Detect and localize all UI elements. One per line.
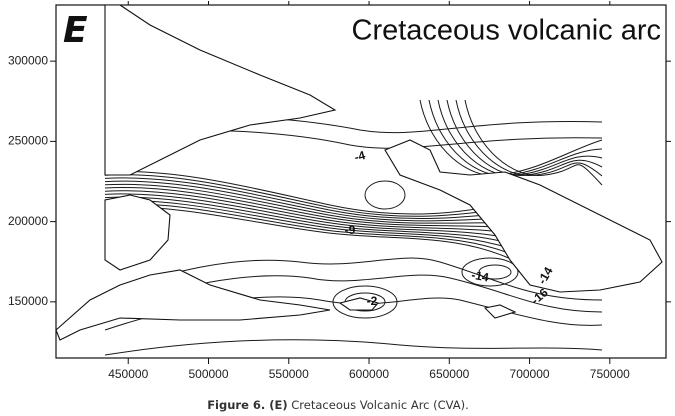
x-tick-label: 450000 <box>108 367 148 381</box>
y-tick-label: 150000 <box>8 294 48 308</box>
contour-line <box>364 180 406 210</box>
y-tick-label: 300000 <box>8 53 48 67</box>
contour-label: -4 <box>353 148 367 164</box>
contour-line <box>104 339 603 356</box>
caribbean-coast <box>104 194 171 271</box>
contour-line <box>464 99 603 186</box>
x-tick-label: 750000 <box>590 367 630 381</box>
map-title: Cretaceous volcanic arc <box>352 15 661 47</box>
x-tick-label: 650000 <box>429 367 469 381</box>
contour-line <box>478 264 512 280</box>
caption-text: Cretaceous Volcanic Arc (CVA). <box>291 398 469 412</box>
yucatan-south <box>55 269 331 341</box>
y-tick-label: 250000 <box>8 134 48 148</box>
panel-letter: E <box>63 10 88 51</box>
x-tick-label: 600000 <box>349 367 389 381</box>
cuba-hispaniola <box>384 139 663 293</box>
y-tick-label: 200000 <box>8 214 48 228</box>
contour-line <box>104 257 603 301</box>
contour-line <box>332 285 398 319</box>
florida-bahamas <box>104 4 337 176</box>
jamaica <box>338 297 379 311</box>
x-tick-label: 550000 <box>269 367 309 381</box>
coastlines <box>55 4 663 341</box>
contour-label: -9 <box>345 223 356 237</box>
caption: Figure 6. (E) Cretaceous Volcanic Arc (C… <box>207 398 469 412</box>
contour-label: -2 <box>367 294 378 308</box>
contour-line <box>461 257 519 287</box>
x-tick-label: 700000 <box>510 367 550 381</box>
caption-label: Figure 6. (E) <box>207 398 287 412</box>
island <box>483 304 517 319</box>
contour-label: -14 <box>470 268 490 285</box>
x-tick-label: 500000 <box>188 367 228 381</box>
